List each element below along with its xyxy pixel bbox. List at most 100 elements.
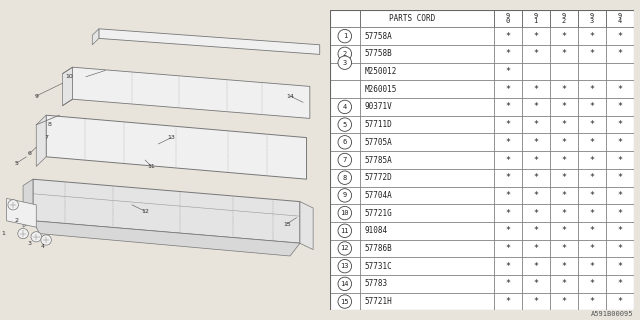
Text: *: * xyxy=(505,173,510,182)
Text: *: * xyxy=(617,156,622,164)
Bar xyxy=(360,80,494,98)
Text: *: * xyxy=(505,156,510,164)
Text: *: * xyxy=(589,297,594,306)
Circle shape xyxy=(338,260,351,273)
Bar xyxy=(550,45,578,63)
Text: *: * xyxy=(533,226,538,235)
Text: *: * xyxy=(617,297,622,306)
Text: *: * xyxy=(617,191,622,200)
Text: 10: 10 xyxy=(340,210,349,216)
Bar xyxy=(605,133,634,151)
Bar xyxy=(330,169,360,187)
Polygon shape xyxy=(99,29,320,54)
Text: *: * xyxy=(561,297,566,306)
Bar xyxy=(330,293,360,310)
Bar xyxy=(330,10,360,27)
Bar xyxy=(578,240,605,257)
Text: *: * xyxy=(561,262,566,271)
Text: PARTS CORD: PARTS CORD xyxy=(388,14,435,23)
Text: *: * xyxy=(617,138,622,147)
Text: *: * xyxy=(589,191,594,200)
Text: *: * xyxy=(505,138,510,147)
Circle shape xyxy=(338,277,351,291)
Text: *: * xyxy=(589,85,594,94)
Text: *: * xyxy=(589,262,594,271)
Circle shape xyxy=(31,232,42,242)
Text: 9
0: 9 0 xyxy=(506,13,510,24)
Bar xyxy=(605,187,634,204)
Bar xyxy=(605,116,634,133)
Bar xyxy=(360,169,494,187)
Text: *: * xyxy=(533,173,538,182)
Text: 1: 1 xyxy=(1,231,5,236)
Bar xyxy=(550,222,578,240)
Circle shape xyxy=(338,29,351,43)
Bar xyxy=(330,257,360,275)
Bar xyxy=(494,98,522,116)
Text: 57711D: 57711D xyxy=(365,120,392,129)
Bar xyxy=(578,257,605,275)
Bar xyxy=(330,116,360,133)
Text: 11: 11 xyxy=(340,228,349,234)
Text: 57731C: 57731C xyxy=(365,262,392,271)
Bar xyxy=(494,275,522,293)
Text: *: * xyxy=(505,279,510,288)
Bar xyxy=(330,133,360,151)
Text: *: * xyxy=(589,32,594,41)
Circle shape xyxy=(338,47,351,60)
Text: *: * xyxy=(505,102,510,111)
Bar xyxy=(605,151,634,169)
Bar xyxy=(578,98,605,116)
Bar xyxy=(578,133,605,151)
Bar xyxy=(494,10,522,27)
Text: *: * xyxy=(617,262,622,271)
Bar xyxy=(605,293,634,310)
Text: *: * xyxy=(589,226,594,235)
Bar xyxy=(522,151,550,169)
Text: 1: 1 xyxy=(342,33,347,39)
Text: *: * xyxy=(505,226,510,235)
Text: *: * xyxy=(561,156,566,164)
Text: 8: 8 xyxy=(47,122,51,127)
Bar xyxy=(550,80,578,98)
Text: 15: 15 xyxy=(283,221,291,227)
Bar xyxy=(522,133,550,151)
Bar xyxy=(605,204,634,222)
Bar xyxy=(605,45,634,63)
Bar xyxy=(522,27,550,45)
Bar xyxy=(578,293,605,310)
Bar xyxy=(578,151,605,169)
Text: 57786B: 57786B xyxy=(365,244,392,253)
Bar xyxy=(494,257,522,275)
Bar xyxy=(550,187,578,204)
Text: *: * xyxy=(617,32,622,41)
Circle shape xyxy=(338,171,351,184)
Text: *: * xyxy=(589,209,594,218)
Bar xyxy=(522,240,550,257)
Text: 91084: 91084 xyxy=(365,226,388,235)
Text: *: * xyxy=(561,120,566,129)
Polygon shape xyxy=(300,202,313,250)
Text: *: * xyxy=(533,262,538,271)
Bar xyxy=(522,80,550,98)
Bar xyxy=(578,63,605,80)
Text: *: * xyxy=(561,102,566,111)
Circle shape xyxy=(338,56,351,69)
Circle shape xyxy=(338,206,351,220)
Bar xyxy=(550,204,578,222)
Bar xyxy=(605,257,634,275)
Text: A591B00095: A591B00095 xyxy=(591,311,634,317)
Circle shape xyxy=(8,200,19,210)
Text: 90371V: 90371V xyxy=(365,102,392,111)
Text: 14: 14 xyxy=(340,281,349,287)
Text: *: * xyxy=(589,244,594,253)
Text: 3: 3 xyxy=(342,60,347,66)
Bar xyxy=(330,98,360,116)
Text: *: * xyxy=(505,244,510,253)
Text: *: * xyxy=(589,49,594,58)
Text: *: * xyxy=(505,85,510,94)
Text: 6: 6 xyxy=(28,151,31,156)
Bar xyxy=(330,151,360,169)
Bar xyxy=(550,116,578,133)
Text: *: * xyxy=(589,173,594,182)
